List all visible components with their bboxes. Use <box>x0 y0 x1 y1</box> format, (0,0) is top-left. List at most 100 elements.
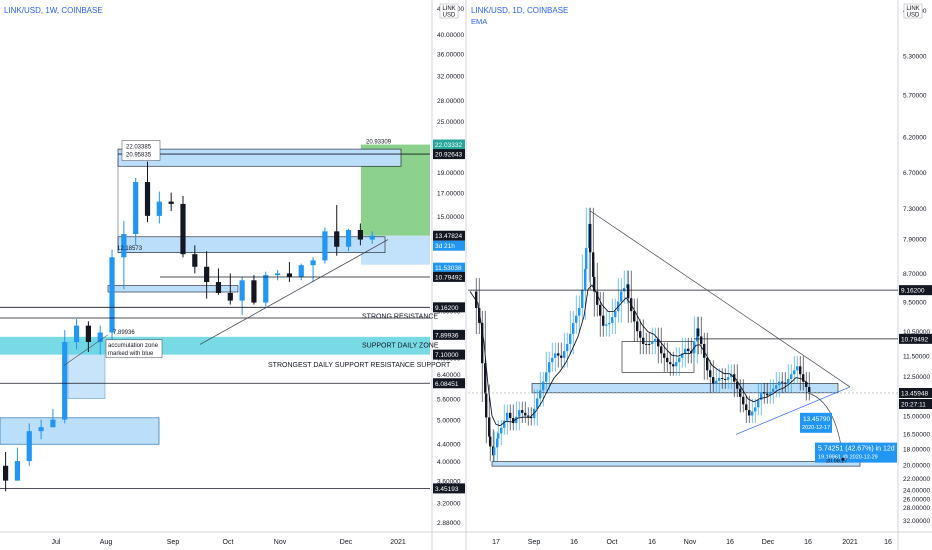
daily-candle-body <box>781 381 784 383</box>
daily-candle-body <box>602 315 605 326</box>
right-time-tick: Nov <box>684 539 697 546</box>
candle-body <box>227 292 233 301</box>
candle-body <box>62 341 68 420</box>
daily-candle-body <box>796 366 799 371</box>
daily-candle-body <box>500 427 503 434</box>
candle-body <box>97 332 103 342</box>
daily-candle-body <box>633 311 636 322</box>
left-price-tick: 25.00000 <box>437 119 464 126</box>
daily-candle-body <box>509 412 512 419</box>
daily-candle-body <box>560 355 563 358</box>
right-time-tick: Sep <box>528 539 541 546</box>
daily-candle-body <box>605 324 608 326</box>
daily-candle-body <box>608 322 611 325</box>
descending-trend-line <box>589 210 851 388</box>
daily-candle-body <box>496 438 499 448</box>
price-tag <box>433 302 465 313</box>
right-price-tick: 10.50000 <box>903 329 930 336</box>
price-tag <box>433 139 465 150</box>
right-price-tick: 16.50000 <box>903 431 930 438</box>
candle-body <box>180 203 186 255</box>
price-tag <box>433 240 465 251</box>
right-price-tick: 28.00000 <box>903 505 930 512</box>
daily-candle-body <box>551 357 554 363</box>
accumulation-callout-box <box>105 339 163 359</box>
accum-pointer-line <box>63 334 109 366</box>
high-sub-label: 20.95835 <box>126 153 152 159</box>
left-price-tick: 19.00000 <box>437 170 464 177</box>
high-callout-box <box>121 140 161 161</box>
target-label: 20.93309 <box>366 139 392 145</box>
price-tag <box>899 285 932 296</box>
candle-body <box>322 231 328 261</box>
right-price-tick: 12.50000 <box>903 374 930 381</box>
daily-candle-body <box>627 284 630 299</box>
left-time-tick: Jul <box>52 539 61 546</box>
support-daily-zone-label: SUPPORT DAILY ZONE <box>362 342 439 349</box>
daily-candle-body <box>805 381 808 387</box>
right-time-tick: Dec <box>762 539 775 546</box>
right-price-tags: 9.16200 10.79492 13.45948 20:27:11 <box>899 285 932 409</box>
daily-zone <box>531 383 839 394</box>
left-price-tick: 3.20000 <box>437 500 461 507</box>
candle-body <box>121 234 127 258</box>
daily-candle-body <box>481 322 484 364</box>
ema-indicator-label[interactable]: EMA <box>471 17 487 26</box>
svg-text:USD: USD <box>907 13 920 19</box>
price-tag <box>433 149 465 160</box>
daily-candle-body <box>697 328 700 337</box>
daily-candle-body <box>784 382 787 384</box>
projection-target-dot <box>841 457 845 461</box>
daily-candle-body <box>651 341 654 344</box>
daily-candle-body <box>515 416 518 424</box>
candle-body <box>3 465 9 481</box>
price-tag <box>433 262 465 273</box>
left-price-tick: 2.88000 <box>437 520 461 527</box>
price-tag-label: 20.92643 <box>435 152 462 159</box>
right-time-tick: 17 <box>492 539 500 546</box>
left-time-tick: Oct <box>223 539 234 546</box>
daily-candle-body <box>772 388 775 393</box>
daily-candle-body <box>503 420 506 428</box>
right-candles <box>475 207 811 462</box>
daily-candle-body <box>572 322 575 334</box>
daily-candle-body <box>675 362 678 367</box>
left-time-tick: Aug <box>100 539 113 546</box>
accumulation-label-1: accumulation zone <box>108 343 159 349</box>
daily-candle-body <box>542 381 545 391</box>
daily-candle-body <box>672 364 675 367</box>
daily-candle-body <box>539 390 542 399</box>
daily-candle-body <box>730 374 733 378</box>
price-tag <box>433 271 465 282</box>
left-price-tick: 4.40000 <box>437 441 461 448</box>
daily-candle-body <box>657 338 660 347</box>
daily-candle-body <box>684 348 687 354</box>
ema-line <box>469 284 809 427</box>
candle-body <box>168 201 174 204</box>
daily-candle-body <box>721 378 724 380</box>
price-tag-label: 20:27:11 <box>901 401 926 408</box>
left-price-tick: 5.60000 <box>437 397 461 404</box>
daily-candle-body <box>681 353 684 358</box>
daily-candle-body <box>712 377 715 384</box>
right-price-tick: 6.70000 <box>903 170 927 177</box>
daily-candle-body <box>636 321 639 332</box>
daily-candle-body <box>775 385 778 389</box>
daily-candle-body <box>488 417 491 437</box>
left-price-tick: 4.00000 <box>437 459 461 466</box>
accumulation-zone-low <box>0 417 160 445</box>
daily-candle-body <box>489 436 492 447</box>
projection-box <box>815 442 897 463</box>
resistance-zone-top <box>117 148 402 167</box>
daily-candle-body <box>623 287 626 292</box>
daily-candle-body <box>802 374 805 382</box>
svg-text:USD: USD <box>443 13 456 19</box>
right-time-tick: 16 <box>804 539 812 546</box>
daily-candle-body <box>593 276 596 292</box>
price-tag-label: 10.79492 <box>435 274 462 281</box>
price-tag-label: 11.53038 <box>435 265 462 272</box>
daily-candle-body <box>793 370 796 375</box>
right-price-tick: 32.00000 <box>903 518 930 525</box>
